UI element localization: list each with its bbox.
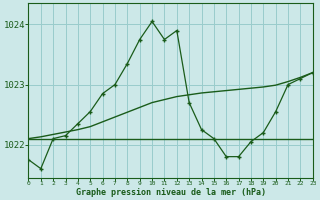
- X-axis label: Graphe pression niveau de la mer (hPa): Graphe pression niveau de la mer (hPa): [76, 188, 266, 197]
